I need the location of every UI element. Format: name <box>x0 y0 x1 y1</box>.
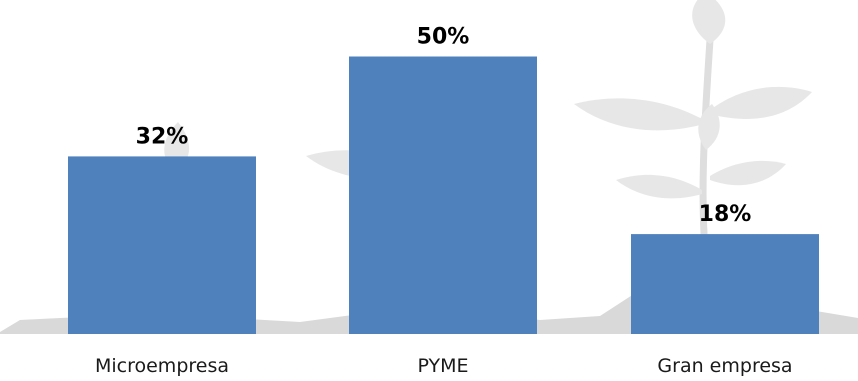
tall-plant <box>574 0 812 266</box>
value-labels-group: 32% 50% 18% <box>136 25 752 228</box>
category-label: PYME <box>417 355 468 377</box>
value-label: 50% <box>417 25 470 50</box>
bars-group <box>68 56 819 334</box>
bar-microempresa <box>68 156 256 334</box>
bar-pyme <box>349 56 537 334</box>
category-label: Microempresa <box>95 355 229 377</box>
category-labels-group: Microempresa PYME Gran empresa <box>95 355 793 377</box>
value-label: 32% <box>136 124 189 149</box>
value-label: 18% <box>699 202 752 227</box>
bar-gran-empresa <box>631 234 819 334</box>
category-label: Gran empresa <box>657 355 792 377</box>
